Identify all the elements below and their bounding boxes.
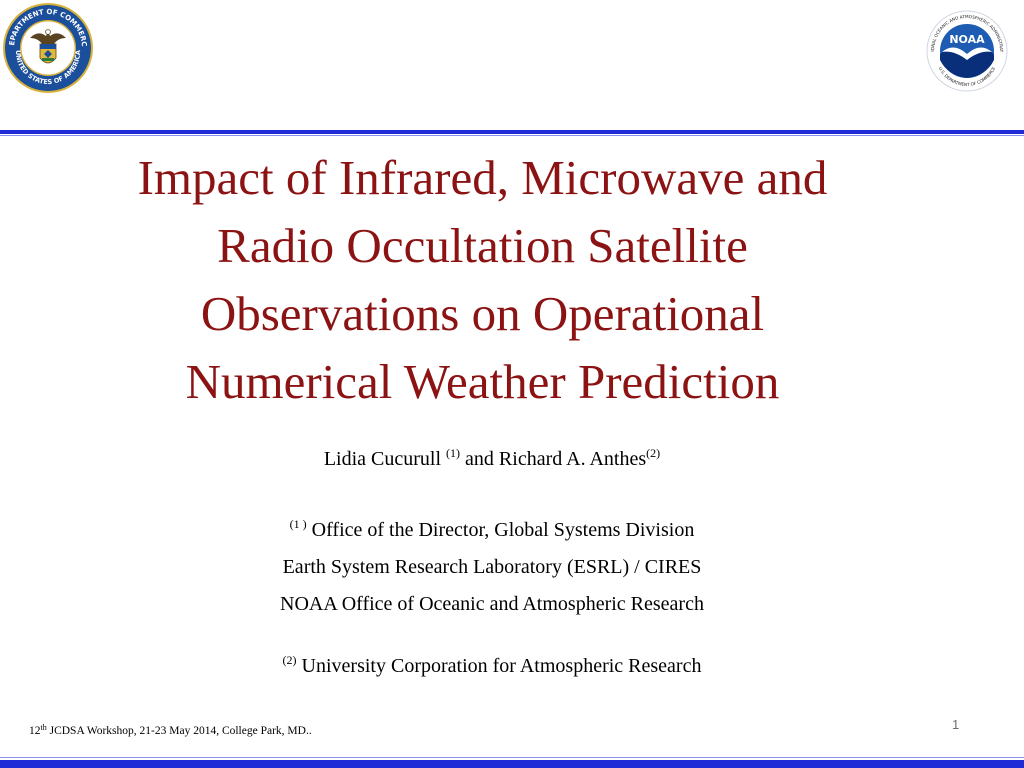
bottom-rule: [0, 760, 1024, 768]
title-line: Radio Occultation Satellite: [217, 218, 748, 273]
footer-text: JCDSA Workshop, 21-23 May 2014, College …: [46, 725, 312, 737]
noaa-bird-icon: NATIONAL OCEANIC AND ATMOSPHERIC ADMINIS…: [924, 6, 1008, 92]
affiliation-1-line-2: Earth System Research Laboratory (ESRL) …: [282, 556, 702, 578]
author-first-mark: (1): [446, 446, 461, 460]
eagle-seal-icon: DEPARTMENT OF COMMERCE UNITED STATES OF …: [0, 0, 93, 93]
affiliation-2-mark: (2): [282, 653, 297, 667]
title-line: Impact of Infrared, Microwave and: [137, 150, 828, 205]
affiliation-1-line: (1 ) Office of the Director, Global Syst…: [0, 512, 984, 549]
authors: Lidia Cucurull (1) and Richard A. Anthes…: [0, 446, 984, 472]
noaa-logo: NATIONAL OCEANIC AND ATMOSPHERIC ADMINIS…: [924, 6, 1008, 92]
footer-event: 12th JCDSA Workshop, 21-23 May 2014, Col…: [29, 723, 312, 738]
affiliation-1-line-1: Office of the Director, Global Systems D…: [306, 519, 695, 541]
department-of-commerce-logo: DEPARTMENT OF COMMERCE UNITED STATES OF …: [0, 0, 94, 94]
svg-text:NOAA: NOAA: [949, 33, 985, 46]
slide-number: 1: [952, 717, 960, 732]
affiliation-1-mark: (1 ): [289, 517, 307, 531]
author-second: and Richard A. Anthes: [460, 448, 647, 470]
author-second-mark: (2): [646, 446, 661, 460]
footer-ordinal: th: [40, 723, 47, 732]
affiliation-2-text: University Corporation for Atmospheric R…: [296, 655, 702, 677]
bottom-rule-accent: [0, 757, 1024, 758]
author-first: Lidia Cucurull: [323, 448, 447, 470]
affiliation-1: (1 ) Office of the Director, Global Syst…: [0, 512, 984, 623]
footer-number: 12: [29, 725, 41, 737]
top-rule-accent: [0, 135, 1024, 136]
top-rule: [0, 130, 1024, 134]
affiliation-2: (2) University Corporation for Atmospher…: [0, 648, 984, 685]
title-line: Numerical Weather Prediction: [185, 354, 780, 409]
affiliation-1-line-3: NOAA Office of Oceanic and Atmospheric R…: [280, 593, 704, 615]
title-line: Observations on Operational: [200, 286, 765, 341]
slide-title: Impact of Infrared, Microwave and Radio …: [40, 144, 925, 416]
